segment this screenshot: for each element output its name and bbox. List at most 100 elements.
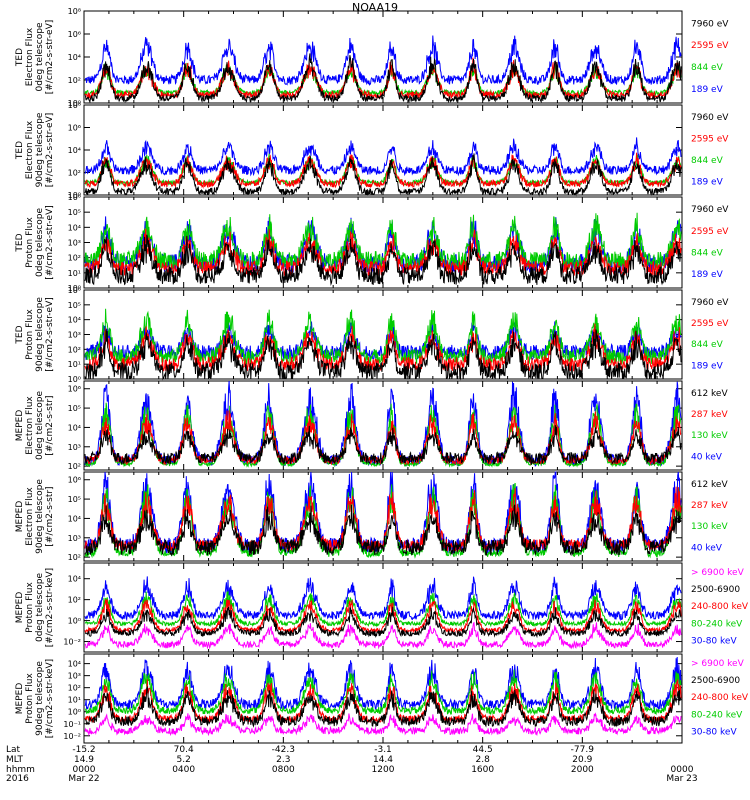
footer-date: Mar 23 [666, 774, 697, 784]
y-tick-label: 10⁰ [68, 191, 81, 200]
y-tick-label: 10³ [68, 443, 81, 452]
y-tick-label: 10² [68, 596, 81, 605]
panel-2 [83, 104, 683, 197]
y-axis-label: 0deg telescope [35, 573, 45, 643]
y-tick-label: 10² [68, 684, 81, 693]
series-line-7960-ev [84, 153, 682, 197]
legend-entry: > 6900 keV [691, 659, 745, 669]
legend-entry: 189 eV [691, 270, 724, 280]
y-axis-label: MEPED [15, 683, 25, 715]
y-axis-label: Electron Flux [25, 120, 35, 179]
footer-mlt: 14.4 [373, 755, 393, 765]
y-tick-label: 10⁶ [68, 124, 81, 133]
series-line-80-240-kev [85, 669, 682, 716]
legend-entry: 7960 eV [691, 205, 729, 215]
y-axis-label: Proton Flux [25, 217, 35, 268]
legend-entry: 80-240 keV [691, 710, 743, 720]
panel-4 [83, 289, 683, 381]
footer-hhmm: 0000 [73, 765, 96, 775]
legend-entry: 80-240 keV [691, 619, 743, 629]
y-tick-label: 10⁻² [63, 732, 81, 741]
panel-3 [83, 196, 683, 289]
y-tick-label: 10⁴ [68, 514, 81, 523]
y-tick-label: 10² [68, 345, 81, 354]
footer-mlt: 2.3 [276, 755, 290, 765]
y-axis-label: 0deg telescope [35, 22, 45, 92]
panel-6 [83, 471, 683, 562]
legend-entry: 189 eV [691, 361, 724, 371]
y-tick-label: 10⁵ [68, 208, 81, 217]
legend-entry: 844 eV [691, 156, 724, 166]
y-tick-label: 10⁵ [68, 301, 81, 310]
y-axis-label: Electron Flux [25, 396, 35, 455]
panel-7 [83, 562, 683, 653]
footer-row-label: hhmm [6, 765, 35, 775]
y-tick-label: 10² [68, 553, 81, 562]
series-line-2500-6900 [84, 685, 682, 728]
footer-hhmm: 0400 [172, 765, 195, 775]
legend-entry: 40 keV [691, 452, 723, 462]
footer-lat: -15.2 [72, 745, 95, 755]
y-tick-label: 10⁰ [68, 99, 81, 108]
legend-entry: 30-80 keV [691, 727, 737, 737]
panel-5 [83, 380, 683, 471]
series-line-2595-ev [84, 228, 682, 277]
footer-lat: -77.9 [571, 745, 595, 755]
y-tick-label: 10⁰ [68, 375, 81, 384]
y-axis-label: 90deg telescope [35, 661, 45, 736]
footer-row-label: 2016 [6, 774, 29, 784]
y-tick-label: 10² [68, 254, 81, 263]
legend-entry: > 6900 keV [691, 568, 745, 578]
y-tick-label: 10² [68, 169, 81, 178]
footer-row-label: MLT [6, 755, 24, 765]
footer-mlt: 5.2 [177, 755, 191, 765]
y-tick-label: 10⁰ [68, 284, 81, 293]
legend-entry: 7960 eV [691, 19, 729, 29]
y-tick-label: 10⁰ [68, 617, 81, 626]
y-axis-label: 90deg telescope [35, 112, 45, 187]
y-tick-label: 10⁶ [68, 385, 81, 394]
y-axis-label: 90deg telescope [35, 297, 45, 372]
legend-entry: 7960 eV [691, 113, 729, 123]
legend-entry: 240-800 keV [691, 602, 749, 612]
legend-entry: 2595 eV [691, 227, 729, 237]
y-tick-label: 10⁶ [68, 193, 81, 202]
legend-entry: 7960 eV [691, 298, 729, 308]
y-axis-label: [#/cm2-s-str-eV] [45, 113, 55, 188]
y-tick-label: 10¹ [68, 360, 81, 369]
legend-entry: 287 keV [691, 501, 728, 511]
legend-entry: 844 eV [691, 249, 724, 259]
series-line-30-80-kev [84, 656, 682, 711]
series-line-30-80-kev [84, 576, 682, 622]
y-axis-label: MEPED [15, 592, 25, 624]
y-axis-label: [#/cm2-s-str] [45, 486, 55, 546]
y-axis-label: [#/cm2-s-str-eV] [45, 297, 55, 372]
y-tick-label: 10⁴ [68, 316, 81, 325]
legend-entry: 189 eV [691, 85, 724, 95]
footer-date: Mar 22 [68, 774, 99, 784]
series-line-612-kev [84, 504, 682, 557]
y-axis-label: TED [15, 325, 25, 344]
footer-mlt: 2.8 [476, 755, 491, 765]
y-axis-label: TED [15, 233, 25, 252]
y-axis-label: MEPED [15, 410, 25, 442]
panel-1 [83, 10, 683, 104]
panel-8 [83, 653, 683, 744]
legend-entry: 2595 eV [691, 41, 729, 51]
legend-entry: 612 keV [691, 480, 728, 490]
y-tick-label: 10³ [68, 331, 81, 340]
series-line-844-ev [84, 308, 682, 366]
y-axis-label: Proton Flux [25, 582, 35, 633]
y-tick-label: 10⁶ [68, 30, 81, 39]
y-axis-label: TED [15, 141, 25, 160]
legend-entry: 2500-6900 [691, 676, 740, 686]
y-tick-label: 10⁶ [68, 286, 81, 295]
y-axis-label: 0deg telescope [35, 208, 45, 278]
footer-hhmm: 1200 [372, 765, 395, 775]
y-axis-label: Proton Flux [25, 673, 35, 724]
series-line-189-ev [84, 137, 682, 177]
y-axis-label: MEPED [15, 501, 25, 533]
legend-entry: 844 eV [691, 63, 724, 73]
legend-entry: 844 eV [691, 340, 724, 350]
